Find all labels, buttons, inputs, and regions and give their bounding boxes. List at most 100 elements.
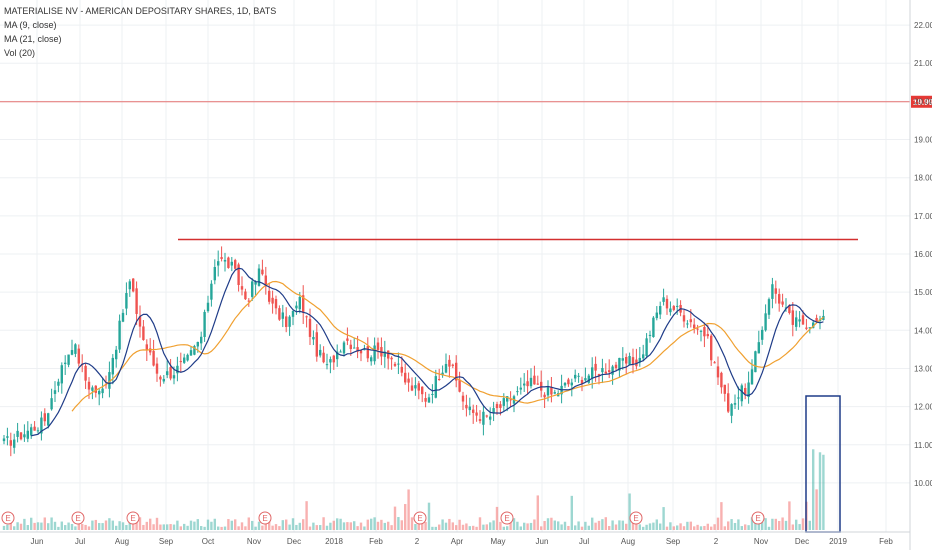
legend-ma9[interactable]: MA (9, close) <box>4 20 57 30</box>
volume-bar <box>74 526 77 530</box>
candle-body <box>393 363 397 366</box>
volume-bar <box>118 521 121 530</box>
candle-body <box>767 299 771 315</box>
candle-body <box>274 299 278 309</box>
candle-body <box>618 357 621 371</box>
volume-bar <box>458 519 461 530</box>
volume-bar <box>302 519 305 530</box>
candle-body <box>635 359 638 367</box>
candle-body <box>200 336 203 344</box>
volume-bar <box>750 517 754 530</box>
volume-bar <box>523 522 526 530</box>
volume-bar <box>455 525 458 530</box>
candle-body <box>495 404 499 409</box>
legend-ma21[interactable]: MA (21, close) <box>4 34 62 44</box>
volume-bar <box>502 526 505 530</box>
volume-bar <box>563 521 567 530</box>
candle-body <box>417 383 420 391</box>
candle-body <box>220 257 223 259</box>
candle-body <box>546 387 550 396</box>
candle-body <box>570 382 573 386</box>
candle-body <box>359 350 363 354</box>
candle-body <box>329 359 332 363</box>
candle-body <box>203 311 206 337</box>
candle-body <box>662 297 665 302</box>
candle-body <box>472 409 475 413</box>
candle-body <box>125 293 128 309</box>
volume-bar <box>9 521 12 530</box>
earnings-marker-label: E <box>504 514 509 523</box>
volume-bar <box>648 523 652 530</box>
candle-body <box>281 312 284 319</box>
volume-bar <box>489 522 492 530</box>
volume-bar <box>108 518 111 530</box>
volume-bar <box>438 524 441 530</box>
candle-body <box>516 391 519 393</box>
volume-bar <box>652 522 655 530</box>
candle-body <box>308 318 312 337</box>
candle-body <box>166 371 169 376</box>
candle-body <box>149 348 152 353</box>
candle-body <box>410 385 414 391</box>
legend-volume[interactable]: Vol (20) <box>4 48 36 58</box>
candle-body <box>223 259 227 262</box>
x-tick-label: Aug <box>621 537 635 546</box>
candle-body <box>84 365 87 381</box>
candle-body <box>257 268 261 286</box>
candle-body <box>230 261 233 266</box>
volume-bar <box>19 523 23 530</box>
volume-bar <box>43 517 46 530</box>
volume-bar <box>383 522 386 530</box>
volume-bar <box>740 526 743 530</box>
candle-body <box>720 372 723 388</box>
candle-body <box>155 363 159 374</box>
candle-body <box>210 283 213 300</box>
volume-bar <box>754 519 757 530</box>
volume-bar <box>50 517 53 530</box>
candle-body <box>774 288 777 294</box>
candle-body <box>206 302 210 312</box>
earnings-marker <box>126 511 140 525</box>
candle-body <box>142 326 145 340</box>
candle-body <box>754 351 757 373</box>
candle-body <box>298 297 301 310</box>
volume-bar <box>594 522 597 530</box>
volume-bar <box>604 517 607 530</box>
volume-bar <box>281 520 284 530</box>
candle-body <box>43 413 46 422</box>
volume-bar <box>312 522 315 530</box>
candle-body <box>489 416 492 420</box>
x-tick-label: Dec <box>795 537 809 546</box>
volume-bar <box>815 489 818 530</box>
volume-bar <box>200 526 203 530</box>
candle-body <box>376 342 380 350</box>
volume-bar <box>795 519 798 530</box>
candle-body <box>577 375 580 377</box>
volume-bar <box>546 518 550 530</box>
volume-bar <box>81 523 84 530</box>
x-tick-label: 2 <box>415 537 420 546</box>
volume-bar <box>693 526 696 530</box>
volume-bar <box>305 501 308 530</box>
volume-bar <box>356 526 359 530</box>
volume-bar <box>77 519 80 530</box>
candle-body <box>676 305 679 307</box>
moving-averages <box>31 267 824 437</box>
earnings-marker-label: E <box>75 514 80 523</box>
candle-body <box>438 379 441 381</box>
candle-body <box>482 411 485 425</box>
volume-bar <box>16 522 19 530</box>
candle-body <box>625 356 628 364</box>
volume-bar <box>482 524 485 530</box>
volume-bar <box>295 524 298 530</box>
volume-bar <box>781 517 784 530</box>
x-tick-label: Jun <box>31 537 44 546</box>
volume-bar <box>801 518 805 530</box>
candle-body <box>703 326 706 337</box>
candle-body <box>397 363 400 365</box>
candle-body <box>111 357 114 375</box>
volume-bar <box>699 526 703 530</box>
candle-body <box>672 306 675 310</box>
volume-bar <box>264 519 267 530</box>
